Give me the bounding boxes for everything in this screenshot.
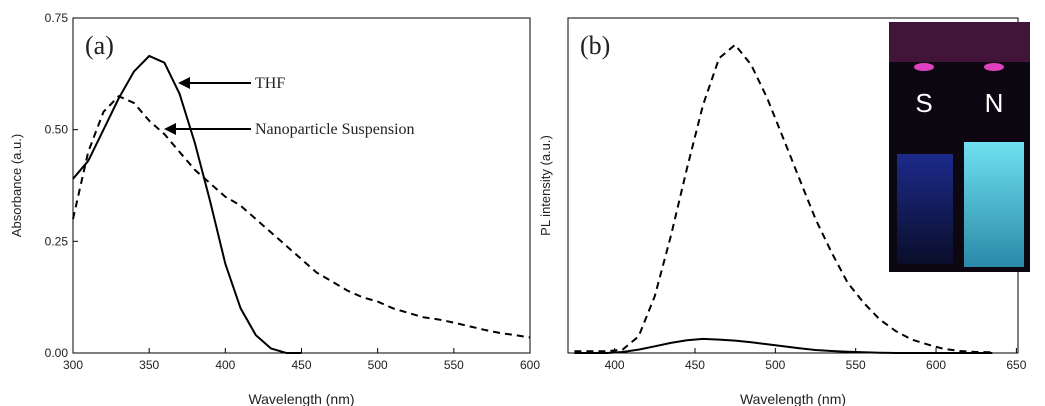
y-tick-label: 0.00 [45,346,69,360]
plot-frame [72,17,531,354]
y-tick-label: 0.50 [45,123,69,137]
x-tick-label: 400 [605,358,625,372]
x-axis-label: Wavelength (nm) [740,391,846,406]
inset-label: S [915,88,932,118]
cap-s [914,63,934,71]
x-tick-label: 350 [139,358,159,372]
x-tick-label: 450 [685,358,705,372]
vial-s [897,154,953,264]
y-axis-label: Absorbance (a.u.) [9,134,24,237]
x-tick-label: 500 [765,358,785,372]
data-line [574,337,993,354]
series-label: Nanoparticle Suspension [255,121,415,138]
data-line [72,95,531,339]
inset-glow [889,22,1030,62]
arrow-head [164,123,176,135]
x-tick-label: 500 [368,358,388,372]
cap-n [984,63,1004,71]
data-line [72,54,302,354]
series-label: THF [255,75,285,92]
x-tick-label: 400 [215,358,235,372]
x-tick-label: 450 [291,358,311,372]
y-axis-label: PL intensity (a.u.) [538,135,553,236]
y-tick-label: 0.25 [45,234,69,248]
x-axis-label: Wavelength (nm) [248,391,354,406]
x-tick-label: 550 [846,358,866,372]
data-line [574,43,993,354]
x-tick-label: 600 [926,358,946,372]
panel-label: (a) [85,31,114,60]
x-tick-label: 650 [1006,358,1026,372]
x-tick-label: 600 [520,358,540,372]
inset-label: N [985,88,1004,118]
panel-label: (b) [580,31,610,60]
vial-n [964,142,1024,267]
y-tick-label: 0.75 [45,11,69,25]
arrow-head [178,77,190,89]
x-tick-label: 300 [63,358,83,372]
x-tick-label: 550 [444,358,464,372]
